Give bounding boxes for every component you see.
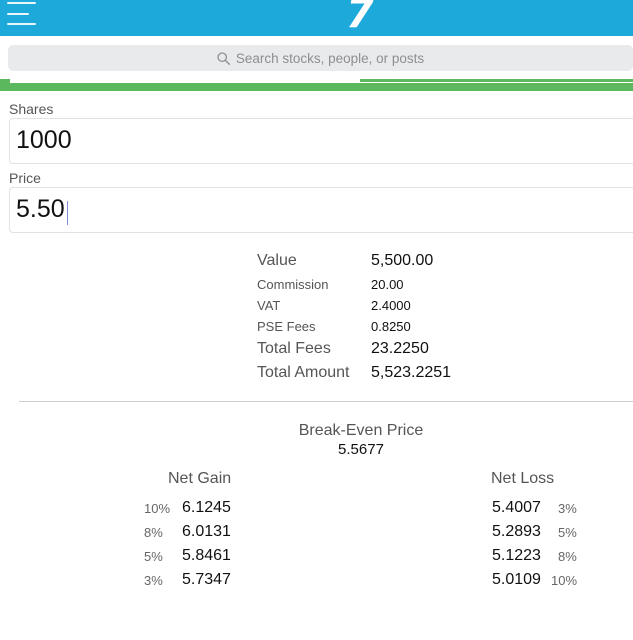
price-input[interactable] — [10, 188, 616, 230]
summary-label: VAT — [257, 298, 281, 313]
summary-value: 23.2250 — [371, 340, 429, 357]
top-navigation-bar: 7 — [0, 0, 633, 36]
summary-value: 5,523.2251 — [371, 364, 452, 381]
summary-label: Total Amount — [257, 364, 350, 381]
shares-label: Shares — [9, 101, 54, 117]
gain-price: 6.0131 — [182, 523, 231, 540]
summary-value: 20.00 — [371, 277, 404, 292]
search-input[interactable]: Search stocks, people, or posts — [8, 45, 633, 71]
loss-price: 5.0109 — [492, 571, 541, 588]
hamburger-menu-button[interactable] — [7, 0, 37, 30]
summary-label: PSE Fees — [257, 319, 316, 334]
gain-pct: 10% — [144, 501, 171, 516]
hamburger-icon — [7, 2, 36, 4]
tab-indicator — [360, 79, 633, 82]
hamburger-icon-line — [7, 23, 36, 25]
summary-value: 5,500.00 — [371, 252, 434, 269]
loss-pct: 5% — [558, 525, 577, 540]
price-label: Price — [9, 170, 41, 186]
summary-value: 2.4000 — [371, 298, 411, 313]
section-divider — [19, 401, 633, 402]
text-cursor — [67, 201, 68, 225]
search-icon — [217, 51, 230, 65]
shares-field-wrapper — [9, 118, 633, 164]
gain-price: 5.8461 — [182, 547, 231, 564]
search-placeholder: Search stocks, people, or posts — [235, 50, 425, 66]
app-logo[interactable]: 7 — [346, 0, 374, 37]
loss-pct: 10% — [551, 573, 578, 588]
search-bar-container: Search stocks, people, or posts — [0, 36, 633, 84]
net-gain-title: Net Gain — [168, 470, 232, 487]
loss-pct: 3% — [558, 501, 577, 516]
loss-price: 5.4007 — [492, 499, 541, 516]
gain-pct: 3% — [144, 573, 163, 588]
summary-label: Value — [257, 252, 297, 269]
gain-pct: 8% — [144, 525, 163, 540]
break-even-title: Break-Even Price — [298, 422, 424, 439]
tab-indicator-left — [0, 79, 10, 83]
price-field-wrapper — [9, 187, 633, 233]
green-accent-bar — [0, 83, 633, 91]
gain-pct: 5% — [144, 549, 163, 564]
gain-price: 6.1245 — [182, 499, 231, 516]
break-even-value: 5.5677 — [338, 441, 384, 458]
loss-price: 5.2893 — [492, 523, 541, 540]
summary-value: 0.8250 — [371, 319, 411, 334]
summary-label: Total Fees — [257, 340, 331, 357]
hamburger-icon-line — [7, 13, 29, 15]
shares-input[interactable] — [10, 119, 616, 161]
summary-label: Commission — [257, 277, 329, 292]
net-loss-title: Net Loss — [491, 470, 555, 487]
loss-pct: 8% — [558, 549, 577, 564]
loss-price: 5.1223 — [492, 547, 541, 564]
gain-price: 5.7347 — [182, 571, 231, 588]
